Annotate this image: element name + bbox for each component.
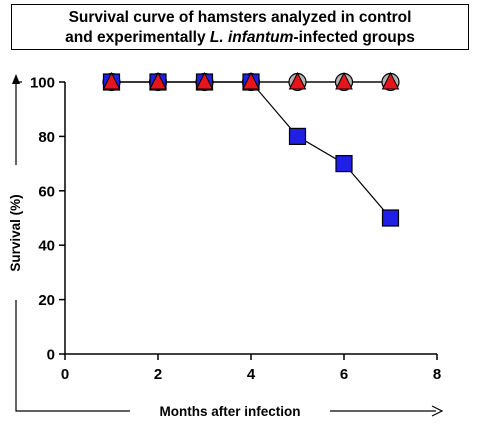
data-point-triangle — [195, 71, 214, 90]
series — [102, 71, 400, 227]
y-tick-label: 0 — [47, 347, 55, 364]
chart-title-line2-italic: L. infantum — [209, 29, 294, 46]
x-tick-label: 6 — [340, 366, 348, 383]
axis-titles: Survival (%) Months after infection — [8, 74, 444, 419]
chart-title-line1: Survival curve of hamsters analyzed in c… — [68, 9, 412, 26]
data-point-square — [381, 209, 400, 227]
chart-title-line2-pre: and experimentally — [65, 29, 210, 46]
axes — [64, 82, 437, 355]
chart-title-line2-post: -infected groups — [293, 29, 415, 46]
x-axis-arrow-icon — [431, 405, 444, 417]
y-tick-label: 60 — [38, 183, 55, 200]
y-tick-label: 80 — [38, 129, 55, 146]
data-point-triangle — [102, 71, 121, 90]
ticks: 0 20 40 60 80 100 0 2 4 6 8 — [30, 75, 441, 384]
x-tick-label: 2 — [154, 366, 162, 383]
chart-title-line2: and experimentally L. infantum-infected … — [12, 28, 468, 48]
chart-title: Survival curve of hamsters analyzed in c… — [11, 4, 469, 50]
y-tick-label: 40 — [38, 238, 55, 255]
data-point-square — [288, 127, 307, 145]
data-point-triangle — [335, 71, 353, 90]
data-point-triangle — [381, 71, 400, 90]
y-axis-title: Survival (%) — [8, 194, 23, 271]
series-line-square — [111, 81, 391, 219]
y-axis-title-bracket-top — [15, 81, 22, 165]
x-tick-label: 0 — [61, 366, 69, 383]
x-tick-label: 8 — [433, 366, 441, 383]
x-axis-title: Months after infection — [160, 404, 301, 419]
y-axis-title-bracket-bottom — [15, 300, 22, 412]
x-tick-label: 4 — [247, 366, 256, 383]
y-axis-arrow-icon — [12, 74, 20, 84]
data-point-triangle — [242, 71, 260, 90]
data-point-triangle — [149, 71, 167, 90]
y-tick-label: 20 — [38, 292, 55, 309]
data-point-square — [335, 155, 353, 173]
y-tick-label: 100 — [30, 75, 55, 92]
data-point-triangle — [288, 71, 307, 90]
